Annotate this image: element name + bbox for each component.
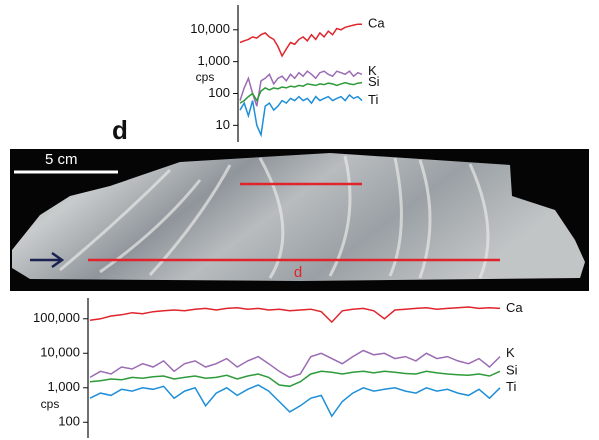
y-tick-label: 100,000 <box>33 310 80 325</box>
rock-streaks <box>59 155 490 279</box>
series-label: Ti <box>506 379 516 394</box>
series-line <box>239 23 362 58</box>
series-label: Si <box>368 74 380 89</box>
y-tick-label: 10 <box>216 117 230 132</box>
series-label: Ti <box>368 92 378 107</box>
arrow <box>30 251 65 269</box>
series-label: Ca <box>368 16 385 31</box>
series-line <box>89 306 501 324</box>
y-axis-label: cps <box>196 70 215 84</box>
y-axis-label: cps <box>41 397 60 411</box>
series-line <box>89 370 501 388</box>
y-tick-label: 1,000 <box>197 53 230 68</box>
series-label: K <box>368 63 377 78</box>
panel-label: d <box>112 115 128 145</box>
series-line <box>89 349 501 379</box>
series-label: Si <box>506 363 518 378</box>
y-tick-label: 100 <box>58 414 80 429</box>
series-line <box>239 81 363 104</box>
y-tick-label: 100 <box>208 85 230 100</box>
y-tick-label: 1,000 <box>47 379 80 394</box>
scale-bar-label: 5 cm <box>45 151 78 168</box>
transect-label: d <box>294 264 302 281</box>
series-line <box>239 93 363 138</box>
series-line <box>89 384 501 418</box>
y-tick-label: 10,000 <box>190 21 230 36</box>
series-label: K <box>506 345 515 360</box>
series-label: Ca <box>506 300 523 315</box>
series-line <box>239 70 363 107</box>
y-tick-label: 10,000 <box>40 345 80 360</box>
